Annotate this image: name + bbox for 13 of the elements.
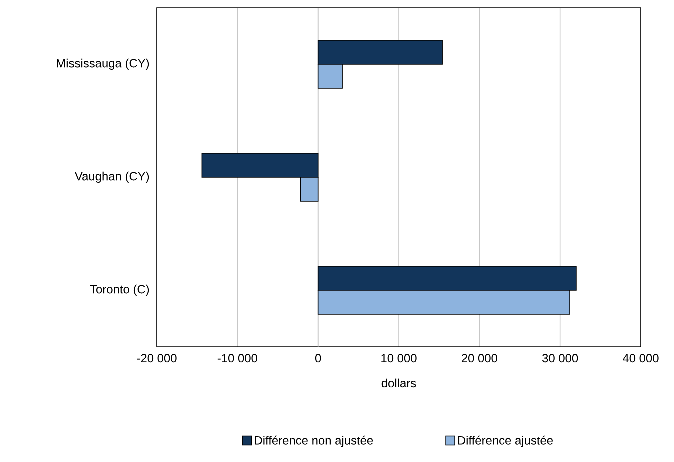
x-tick-label: 40 000 <box>623 354 659 363</box>
x-tick-label: 10 000 <box>382 354 417 363</box>
x-tick-label: 0 <box>315 354 322 363</box>
x-tick-label: 20 000 <box>462 354 498 363</box>
y-tick-label: Vaughan (CY) <box>75 172 150 184</box>
y-tick-label: Mississauga (CY) <box>57 58 150 70</box>
legend-label: Différence ajustée <box>458 436 554 448</box>
y-tick-label: Toronto (C) <box>90 284 150 296</box>
legend-label: Différence non ajustée <box>255 436 374 448</box>
x-axis-title: dollars <box>382 378 416 388</box>
x-tick-label: -10 000 <box>218 354 258 363</box>
x-tick-label: -20 000 <box>137 354 177 363</box>
x-tick-label: 30 000 <box>542 354 578 363</box>
